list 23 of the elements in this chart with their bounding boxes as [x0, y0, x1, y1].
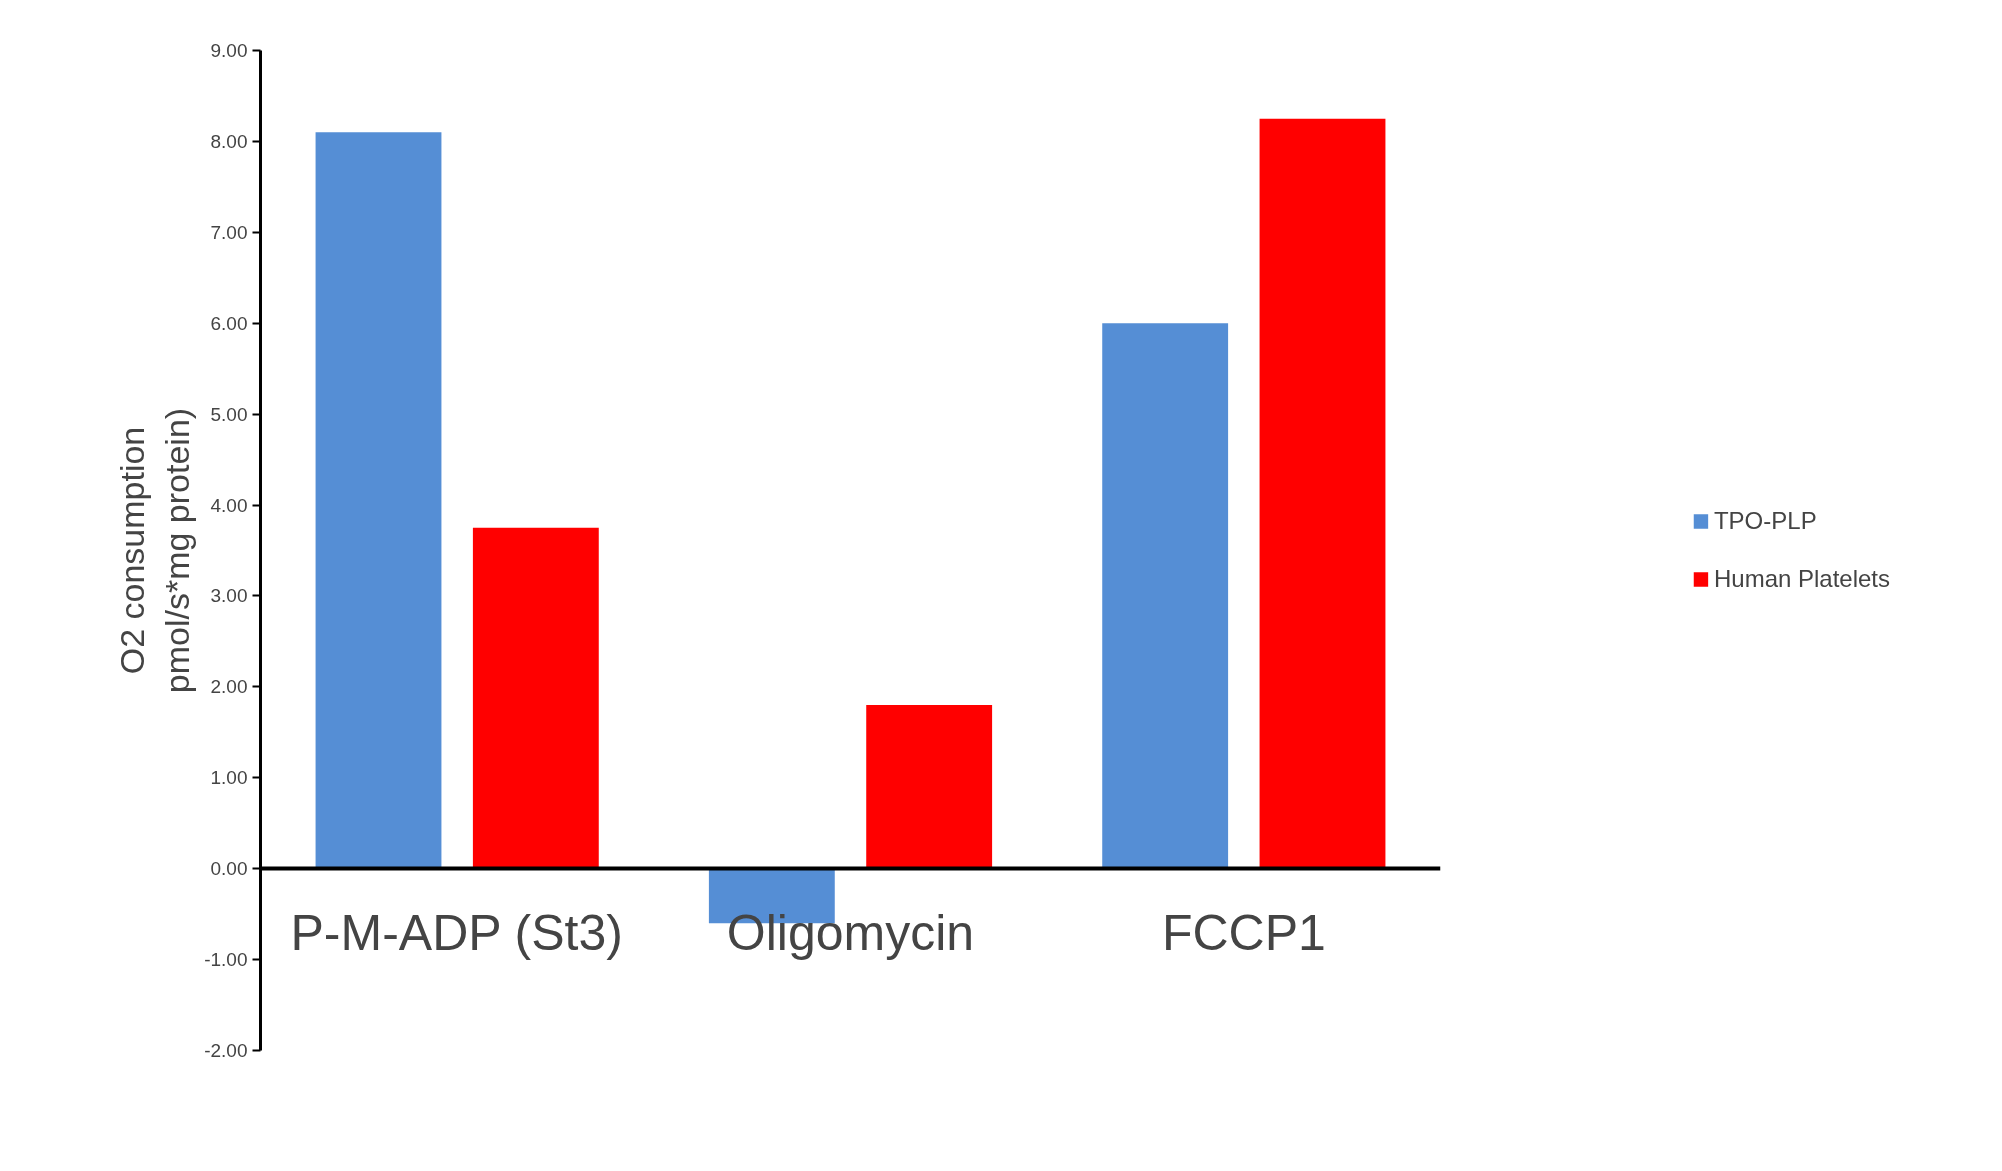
- legend-label: Human Platelets: [1713, 565, 1891, 593]
- y-tick-label: 0.00: [210, 858, 248, 880]
- y-tick-label: 2.00: [210, 676, 248, 698]
- y-tick-label: 9.00: [210, 40, 248, 61]
- y-tick-label: -1.00: [204, 949, 248, 971]
- y-tick-label: 1.00: [210, 767, 248, 789]
- bar: [472, 527, 599, 869]
- bar: [1102, 323, 1229, 869]
- y-tick-label: 8.00: [210, 130, 248, 152]
- y-tick-label: 3.00: [210, 585, 248, 607]
- y-tick-label: -2.00: [204, 1040, 248, 1061]
- y-tick-label: 6.00: [210, 312, 248, 334]
- x-tick-label: Oligomycin: [726, 904, 975, 961]
- y-tick-label: 7.00: [210, 221, 248, 243]
- legend-label: TPO-PLP: [1713, 507, 1817, 535]
- bar: [866, 705, 993, 869]
- y-tick-label: 4.00: [210, 494, 248, 516]
- y-tick-label: 5.00: [210, 403, 248, 425]
- bar: [1259, 118, 1386, 869]
- x-tick-label: FCCP1: [1161, 904, 1326, 961]
- x-tick-label: P-M-ADP (St3): [290, 904, 623, 961]
- y-axis-title: O2 consumption pmol/s*mg protein): [112, 407, 197, 694]
- bar: [315, 132, 442, 869]
